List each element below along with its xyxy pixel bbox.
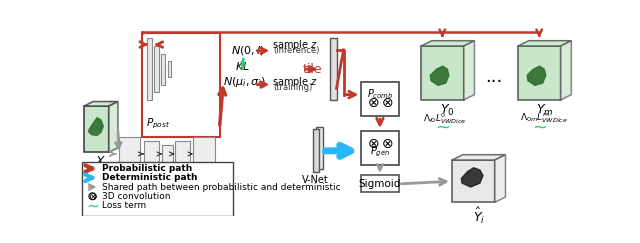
Bar — [142, 33, 220, 137]
Text: $X$: $X$ — [95, 156, 107, 168]
Polygon shape — [518, 41, 572, 46]
Text: ~: ~ — [435, 119, 450, 137]
Text: Deterministic path: Deterministic path — [102, 173, 198, 182]
Text: Probabilistic path: Probabilistic path — [102, 164, 193, 173]
Bar — [119, 137, 140, 172]
Text: V-Net: V-Net — [302, 175, 329, 185]
Bar — [362, 81, 399, 116]
Text: $\otimes\otimes$: $\otimes\otimes$ — [367, 96, 393, 110]
Polygon shape — [88, 118, 103, 135]
Text: Shared path between probabilistic and deterministic: Shared path between probabilistic and de… — [102, 182, 341, 191]
Text: ~: ~ — [532, 119, 547, 137]
Polygon shape — [461, 168, 483, 187]
Text: ...: ... — [485, 68, 502, 86]
Text: $\Lambda_{i0}L^0_{VWDice}$: $\Lambda_{i0}L^0_{VWDice}$ — [423, 112, 467, 126]
Polygon shape — [452, 160, 495, 202]
Polygon shape — [495, 155, 506, 202]
Bar — [147, 38, 152, 100]
Bar — [312, 129, 319, 172]
Text: $\otimes\otimes$: $\otimes\otimes$ — [367, 137, 393, 151]
Text: Sigmoid: Sigmoid — [359, 179, 401, 189]
Text: 3D convolution: 3D convolution — [102, 192, 171, 201]
Polygon shape — [518, 46, 561, 100]
Text: $Y_0$: $Y_0$ — [440, 103, 455, 118]
Text: (training): (training) — [273, 83, 312, 92]
Polygon shape — [463, 41, 474, 100]
Text: V-Net: V-Net — [157, 175, 188, 185]
Text: $\otimes$: $\otimes$ — [88, 191, 97, 202]
Text: $N(\mu_i,\sigma_i)$: $N(\mu_i,\sigma_i)$ — [223, 75, 266, 88]
Text: $P_{comb}$: $P_{comb}$ — [367, 88, 393, 102]
Text: $P_{post}$: $P_{post}$ — [146, 116, 170, 131]
Text: Loss term: Loss term — [102, 201, 147, 210]
Text: $Y_m$: $Y_m$ — [536, 103, 554, 118]
Polygon shape — [109, 102, 118, 152]
Bar — [83, 162, 234, 216]
Text: (inference): (inference) — [273, 46, 319, 55]
Text: sample $z$: sample $z$ — [272, 75, 318, 88]
Text: ~: ~ — [86, 199, 99, 214]
Bar — [161, 54, 165, 85]
Bar — [175, 141, 190, 168]
Bar — [168, 61, 172, 77]
Polygon shape — [84, 102, 118, 106]
Text: $N(0,I)$: $N(0,I)$ — [231, 44, 266, 57]
Bar — [362, 131, 399, 165]
Polygon shape — [421, 46, 463, 100]
Bar — [362, 175, 399, 192]
Bar — [162, 145, 173, 164]
Text: $P_{gen}$: $P_{gen}$ — [370, 145, 390, 159]
Polygon shape — [561, 41, 572, 100]
Polygon shape — [84, 106, 109, 152]
Text: $\hat{Y}_i$: $\hat{Y}_i$ — [473, 206, 485, 226]
Text: tile: tile — [303, 63, 323, 76]
Bar — [316, 127, 323, 169]
Bar — [330, 38, 337, 100]
Bar — [143, 141, 159, 168]
Polygon shape — [452, 155, 506, 160]
Polygon shape — [527, 66, 546, 85]
Text: sample $z$: sample $z$ — [272, 38, 318, 52]
Bar — [154, 46, 159, 92]
Text: $KL$: $KL$ — [236, 60, 250, 72]
Polygon shape — [430, 66, 449, 85]
Bar — [193, 137, 215, 172]
Polygon shape — [421, 41, 474, 46]
Text: $\Lambda_{0m}L^m_{VWDice}$: $\Lambda_{0m}L^m_{VWDice}$ — [520, 112, 568, 125]
